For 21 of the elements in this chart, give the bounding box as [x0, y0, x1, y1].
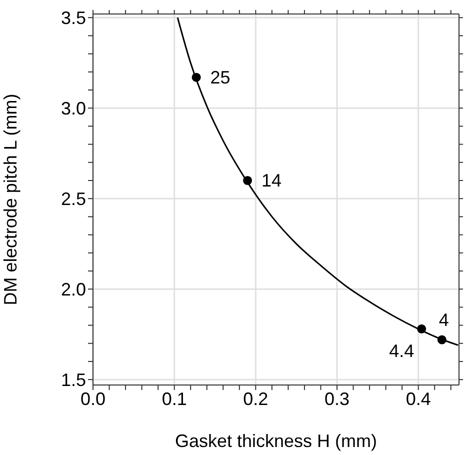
x-tick-label: 0.2 [243, 388, 268, 409]
y-tick-label: 3.0 [60, 98, 86, 118]
x-axis-title: Gasket thickness H (mm) [174, 431, 378, 451]
annotation: 25 [210, 67, 230, 88]
y-tick-label: 1.5 [60, 370, 86, 390]
x-tick-label: 0.4 [406, 388, 431, 409]
y-tick-label: 2.0 [60, 279, 86, 300]
point [243, 176, 252, 186]
annotation: 4.4 [389, 340, 414, 361]
x-tick-label: 0.1 [162, 388, 187, 409]
annotation: 4 [438, 310, 449, 330]
x-tick-label: 0.3 [324, 388, 350, 409]
y-tick-label: 3.5 [60, 8, 86, 28]
point [437, 335, 446, 344]
annotation: 14 [262, 170, 282, 190]
point [417, 324, 426, 334]
x-tick-label: 0.0 [80, 388, 106, 409]
y-tick-label: 2.5 [60, 188, 86, 209]
line-series [176, 16, 459, 346]
y-axis-title: DM electrode pitch L (mm) [0, 94, 20, 306]
point [192, 72, 201, 82]
